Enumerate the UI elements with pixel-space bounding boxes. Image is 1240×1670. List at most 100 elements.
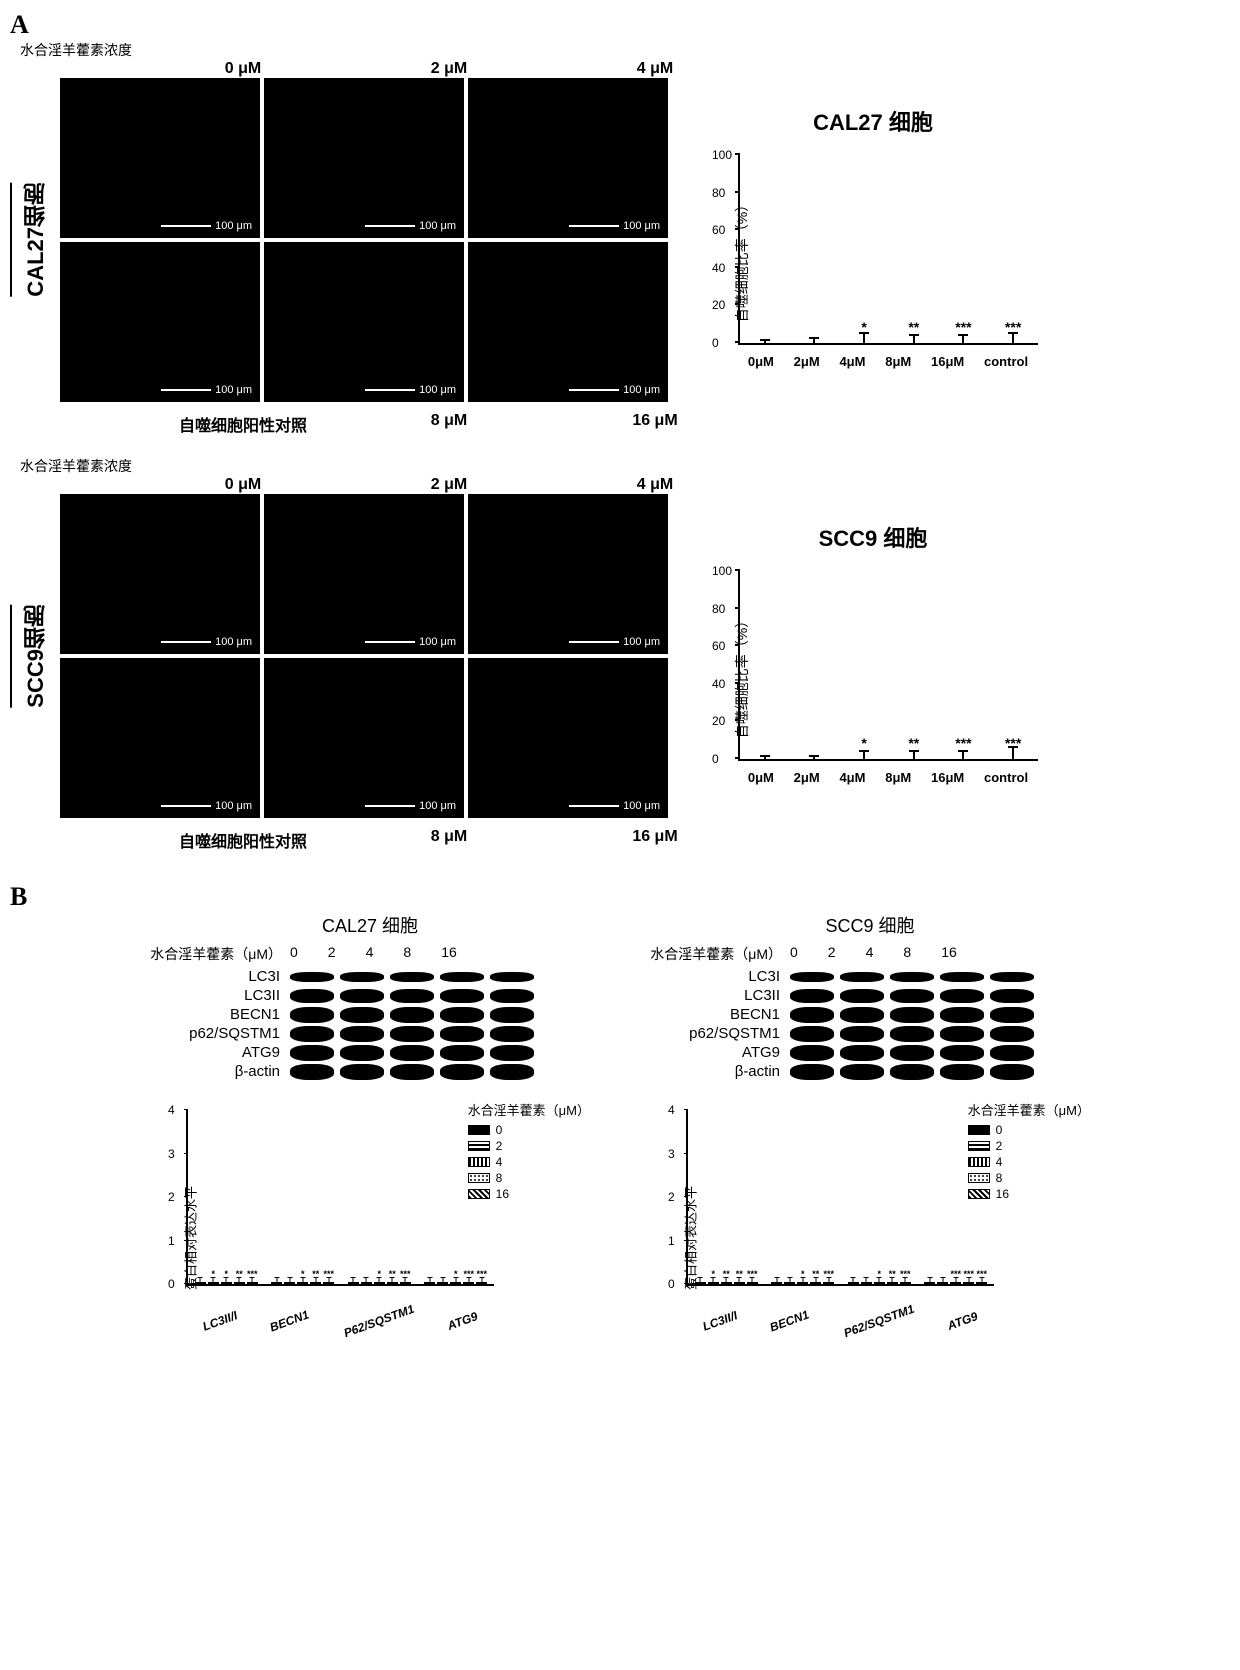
significance-marker: ** <box>236 1269 243 1279</box>
y-tick: 80 <box>712 602 725 616</box>
bar: ** <box>387 1282 398 1284</box>
significance-marker: ** <box>889 1269 896 1279</box>
panel-b: B CAL27 细胞 水合淫羊藿素（μM） 024816 LC3ILC3IIBE… <box>10 882 1230 1330</box>
bar: * <box>374 1282 385 1284</box>
cal27-cell-label: CAL27细胞 <box>10 183 60 297</box>
legend-item: 0 <box>968 1123 1090 1137</box>
legend-swatch <box>968 1189 990 1199</box>
significance-marker: *** <box>955 319 971 335</box>
bar <box>784 1282 795 1284</box>
bar: *** <box>247 1282 258 1284</box>
band <box>940 1026 984 1042</box>
band <box>390 1026 434 1042</box>
significance-marker: ** <box>812 1269 819 1279</box>
bar: *** <box>747 1282 758 1284</box>
band <box>490 1007 534 1023</box>
legend: 水合淫羊藿素（μM）024816 <box>468 1100 590 1203</box>
blot-conc-value: 2 <box>328 944 336 964</box>
blot-conc-value: 4 <box>366 944 374 964</box>
bar <box>195 1282 206 1284</box>
protein-label: LC3II <box>150 987 290 1004</box>
y-tick: 3 <box>168 1147 175 1161</box>
bar: * <box>708 1282 719 1284</box>
protein-label: p62/SQSTM1 <box>150 1025 290 1042</box>
band <box>390 1045 434 1061</box>
significance-marker: *** <box>400 1269 411 1279</box>
bar: ** <box>734 1282 745 1284</box>
band <box>990 1064 1034 1080</box>
y-tick: 2 <box>668 1190 675 1204</box>
micrograph: 100 μm <box>60 494 260 654</box>
micrograph: 100 μm <box>468 78 668 238</box>
chart-area: 020406080100********* <box>738 571 1038 761</box>
x-label: 16μM <box>931 770 964 785</box>
band <box>990 972 1034 982</box>
band <box>990 1007 1034 1023</box>
cal27-bottom-labels: 自噬细胞阳性对照 8 μM 16 μM <box>140 412 1230 436</box>
blot-row: LC3I <box>650 968 1090 985</box>
blot-row: β-actin <box>650 1063 1090 1080</box>
cal27-chart-title: CAL27 细胞 <box>698 105 1048 137</box>
micrograph: 100 μm <box>468 658 668 818</box>
x-label: P62/SQSTM1 <box>341 1302 415 1340</box>
panel-b-label: B <box>10 882 1230 912</box>
cal27-blot-column: CAL27 细胞 水合淫羊藿素（μM） 024816 LC3ILC3IIBECN… <box>150 912 590 1330</box>
band <box>290 972 334 982</box>
x-label: control <box>984 770 1028 785</box>
legend-title: 水合淫羊藿素（μM） <box>468 1100 590 1119</box>
chart-area: 020406080100********* <box>738 155 1038 345</box>
legend-label: 0 <box>496 1123 503 1137</box>
bar <box>424 1282 435 1284</box>
blot-row: BECN1 <box>150 1006 590 1023</box>
blot-row: ATG9 <box>150 1044 590 1061</box>
y-tick: 1 <box>168 1234 175 1248</box>
band <box>340 1045 384 1061</box>
bar-group: ********* <box>924 1282 987 1284</box>
y-tick: 60 <box>712 639 725 653</box>
bar <box>361 1282 372 1284</box>
bar: ** <box>810 1282 821 1284</box>
x-label: 0μM <box>748 354 774 369</box>
x-label: 8μM <box>885 354 911 369</box>
band <box>440 989 484 1003</box>
blot-conc-value: 8 <box>903 944 911 964</box>
bar-group: ****** <box>848 1282 911 1284</box>
band <box>940 1045 984 1061</box>
band <box>840 989 884 1003</box>
bar-group: ******* <box>424 1282 487 1284</box>
legend-title: 水合淫羊藿素（μM） <box>968 1100 1090 1119</box>
blot-lane <box>290 972 534 982</box>
bar-group: ****** <box>771 1282 834 1284</box>
bar: ** <box>721 1282 732 1284</box>
band <box>290 1007 334 1023</box>
y-tick: 20 <box>712 714 725 728</box>
band <box>490 1045 534 1061</box>
significance-marker: *** <box>247 1269 258 1279</box>
conc-16: 16 μM <box>552 828 758 852</box>
band <box>290 989 334 1003</box>
bar: *** <box>900 1282 911 1284</box>
scc9-bottom-labels: 自噬细胞阳性对照 8 μM 16 μM <box>140 828 1230 852</box>
significance-marker: * <box>711 1269 715 1279</box>
significance-marker: * <box>861 735 866 751</box>
significance-marker: ** <box>389 1269 396 1279</box>
bar <box>271 1282 282 1284</box>
blot-lane <box>790 1007 1034 1023</box>
band <box>890 989 934 1003</box>
y-tick: 40 <box>712 677 725 691</box>
y-tick: 100 <box>712 564 732 578</box>
bar: * <box>450 1282 461 1284</box>
micrograph: 100 μm <box>264 242 464 402</box>
band <box>840 1007 884 1023</box>
band <box>990 1026 1034 1042</box>
cal27-chart: CAL27 细胞 自噬细胞比率（%）020406080100*********0… <box>698 105 1048 375</box>
legend: 水合淫羊藿素（μM）024816 <box>968 1100 1090 1203</box>
legend-item: 16 <box>468 1187 590 1201</box>
chart-area: 01234************************** <box>186 1110 494 1286</box>
blot-conc-value: 16 <box>941 944 957 964</box>
band <box>440 1045 484 1061</box>
significance-marker: *** <box>476 1269 487 1279</box>
legend-item: 2 <box>968 1139 1090 1153</box>
band <box>790 972 834 982</box>
significance-marker: * <box>211 1269 215 1279</box>
